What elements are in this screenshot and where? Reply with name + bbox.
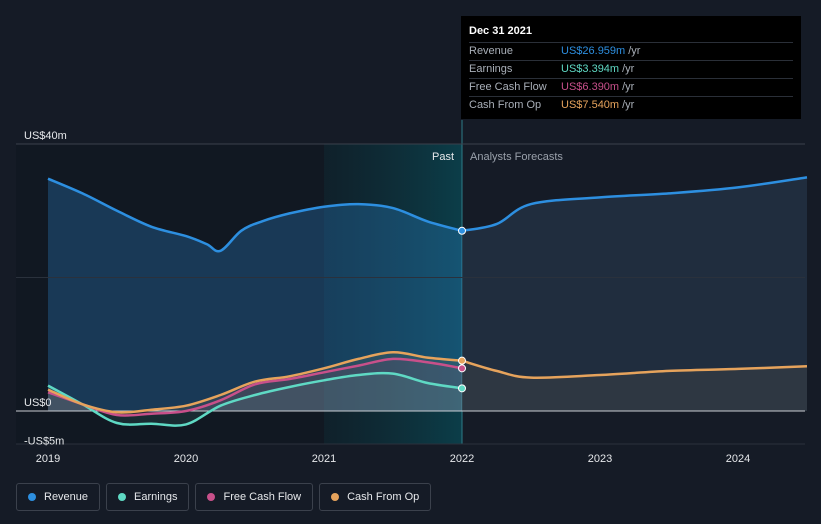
cash-from-op-point <box>458 356 466 365</box>
highlight-band <box>324 144 462 444</box>
legend-item-earnings[interactable]: Earnings <box>106 483 190 511</box>
tooltip-value: US$26.959m <box>561 45 626 57</box>
tooltip-row-earnings: Earnings US$3.394m /yr <box>469 60 793 78</box>
tooltip-date: Dec 31 2021 <box>469 25 532 37</box>
earnings-dot-icon <box>118 493 127 501</box>
legend: Revenue Earnings Free Cash Flow Cash Fro… <box>16 483 432 511</box>
earnings-line <box>47 371 463 427</box>
cash-from-op-forecast-area <box>462 360 807 411</box>
revenue-line <box>47 177 463 253</box>
forecast-label: Analysts Forecasts <box>470 151 563 163</box>
cash-from-op-line <box>47 351 463 414</box>
tooltip: Dec 31 2021 Revenue US$26.959m /yr Earni… <box>461 16 801 119</box>
tooltip-label: Earnings <box>469 63 513 75</box>
revenue-dot-icon <box>28 493 36 501</box>
tooltip-unit: /yr <box>628 45 641 57</box>
legend-label: Free Cash Flow <box>223 491 302 503</box>
revenue-point <box>458 226 466 235</box>
legend-item-revenue[interactable]: Revenue <box>16 483 101 511</box>
tooltip-unit: /yr <box>622 81 635 93</box>
tooltip-label: Cash From Op <box>469 99 542 111</box>
x-tick-label: 2019 <box>36 453 60 465</box>
y-tick-label: US$40m <box>24 130 67 142</box>
legend-item-cash-from-op[interactable]: Cash From Op <box>319 483 432 511</box>
x-tick-label: 2023 <box>588 453 612 465</box>
cash-from-op-forecast-line <box>461 359 808 379</box>
tooltip-value: US$6.390m <box>561 81 620 93</box>
tooltip-value: US$7.540m <box>561 99 620 111</box>
y-tick-label: -US$5m <box>24 435 64 447</box>
legend-label: Cash From Op <box>347 491 420 503</box>
x-tick-label: 2024 <box>726 453 750 465</box>
tooltip-row-free-cash-flow: Free Cash Flow US$6.390m /yr <box>469 78 793 96</box>
legend-label: Revenue <box>44 491 89 503</box>
legend-item-free-cash-flow[interactable]: Free Cash Flow <box>195 483 314 511</box>
tooltip-unit: /yr <box>622 99 635 111</box>
x-tick-label: 2021 <box>312 453 336 465</box>
free-cash-flow-point <box>458 364 466 373</box>
revenue-forecast-area <box>462 177 807 411</box>
y-tick-label: US$0 <box>24 397 52 409</box>
revenue-area <box>48 178 462 411</box>
legend-label: Earnings <box>134 491 178 503</box>
free-cash-flow-line <box>47 357 463 417</box>
tooltip-row-cash-from-op: Cash From Op US$7.540m /yr <box>469 96 793 114</box>
x-tick-label: 2020 <box>174 453 198 465</box>
free-cash-flow-area <box>48 358 462 416</box>
x-tick-label: 2022 <box>450 453 474 465</box>
cash-from-op-dot-icon <box>331 493 340 501</box>
revenue-forecast-line <box>461 176 808 233</box>
past-label: Past <box>432 151 454 163</box>
tooltip-label: Free Cash Flow <box>469 81 547 93</box>
earnings-point <box>458 384 466 393</box>
tooltip-row-revenue: Revenue US$26.959m /yr <box>469 42 793 60</box>
tooltip-value: US$3.394m <box>561 63 620 75</box>
tooltip-label: Revenue <box>469 45 514 57</box>
tooltip-unit: /yr <box>622 63 635 75</box>
free-cash-flow-dot-icon <box>207 493 216 501</box>
